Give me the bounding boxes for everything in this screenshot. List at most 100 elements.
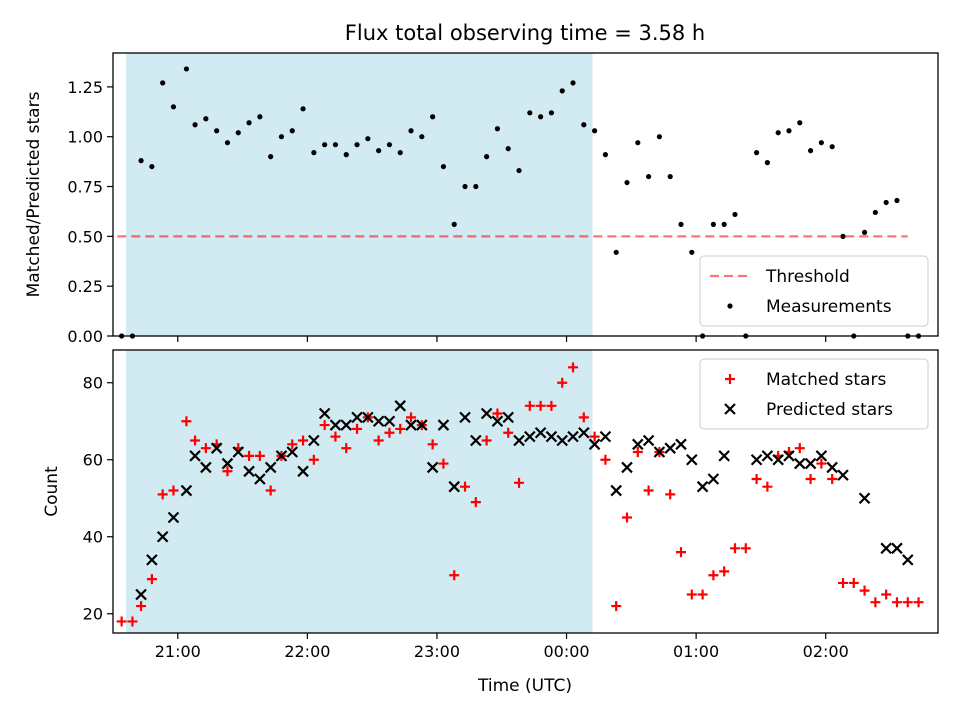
x-tick-label: 00:00 [543,642,589,661]
data-point [254,473,266,485]
data-point [394,400,407,412]
count-axes-frame [112,349,939,634]
data-point [621,461,633,474]
data-point [524,430,536,443]
data-point [181,416,192,427]
data-point [567,430,579,443]
data-point [365,136,371,142]
data-point [426,461,439,474]
data-point [753,150,760,156]
data-point [383,415,396,428]
y-tick-label: 0.75 [67,178,103,197]
data-point [646,173,652,180]
y-tick-label: 0.50 [67,227,103,246]
data-point [894,197,900,204]
data-point [514,477,525,488]
data-point [160,80,166,86]
data-point [804,457,817,470]
legend-label: Predicted stars [766,400,893,420]
series-matched-stars [116,362,924,627]
data-point [149,163,155,170]
data-point [330,431,341,442]
data-point [859,585,870,596]
data-point [524,400,535,411]
data-point [643,485,654,496]
legend-matched-swatch [725,374,735,384]
data-point [686,589,697,600]
data-point [395,423,406,434]
data-point [732,211,738,218]
data-point [794,443,805,454]
data-point [427,439,438,450]
data-point [203,116,209,122]
legend-label: Measurements [766,297,892,317]
data-point [491,415,504,428]
data-point [729,543,740,554]
data-point [200,443,211,454]
data-point [775,130,781,136]
chart-title: Flux total observing time = 3.58 h [345,21,705,45]
data-point [534,427,547,439]
data-point [384,427,395,438]
data-point [848,577,859,588]
data-point [459,411,471,424]
data-point [751,473,762,484]
data-point [200,461,212,474]
data-point [406,412,417,423]
data-point [611,601,622,612]
data-point [146,554,158,566]
data-point [343,152,349,158]
data-point [308,454,319,465]
data-point [449,570,460,581]
data-point [190,435,201,446]
data-point [214,128,220,134]
data-point [136,601,147,612]
data-point [232,446,245,458]
data-point [750,453,763,466]
data-point [861,229,868,235]
data-point [278,134,285,140]
data-point [622,512,633,523]
data-point [192,122,198,128]
data-point [719,566,730,577]
count-panel: 20 40 60 80 21:00 22:00 23:00 00:00 01:00 02:00 C… [42,349,939,696]
data-point [665,489,676,500]
y-tick-label: 80 [83,374,103,393]
data-point [254,450,265,461]
data-point [708,570,719,581]
data-point [513,434,525,447]
data-point [351,411,363,424]
data-point [502,411,515,424]
data-point [319,420,330,431]
legend-box [699,255,929,327]
data-point [697,589,708,600]
data-point [881,589,892,600]
legend-label: Threshold [765,267,850,287]
data-point [138,158,144,164]
data-point [632,447,643,458]
data-point [675,438,687,451]
data-point [329,419,342,431]
data-point [592,128,598,134]
data-point [318,407,331,420]
data-point [430,114,436,120]
data-point [826,461,838,474]
data-point [827,473,838,484]
data-point [481,435,492,446]
data-point [376,148,382,154]
data-point [448,480,461,493]
data-point [675,547,686,558]
data-point [546,400,557,411]
data-point [460,481,471,492]
data-point [311,150,317,156]
data-point [556,434,568,447]
data-point [642,434,655,447]
data-point [246,120,252,126]
data-point [599,430,612,443]
data-point [707,473,720,485]
data-point [797,120,803,126]
data-point [721,221,727,227]
data-point [632,438,644,451]
data-point [602,152,609,158]
x-tick-label: 21:00 [155,642,201,661]
